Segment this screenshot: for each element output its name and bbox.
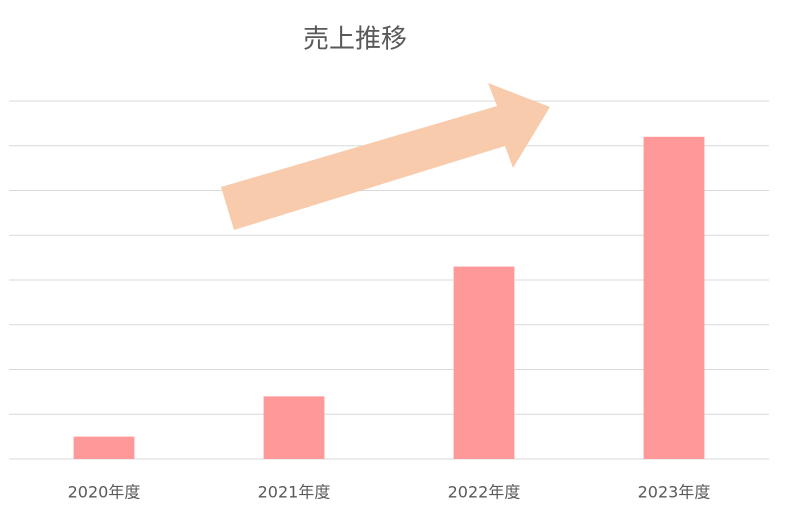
bar bbox=[73, 436, 135, 459]
bar bbox=[263, 396, 325, 459]
grid bbox=[9, 100, 769, 460]
bar bbox=[453, 266, 515, 459]
bar bbox=[643, 136, 705, 460]
x-tick-label: 2020年度 bbox=[68, 483, 141, 502]
bars bbox=[73, 136, 705, 460]
x-tick-label: 2023年度 bbox=[638, 483, 711, 502]
x-tick-label: 2022年度 bbox=[448, 483, 521, 502]
trend-arrow bbox=[221, 83, 550, 230]
x-tick-label: 2021年度 bbox=[258, 483, 331, 502]
chart-title: 売上推移 bbox=[303, 25, 407, 55]
